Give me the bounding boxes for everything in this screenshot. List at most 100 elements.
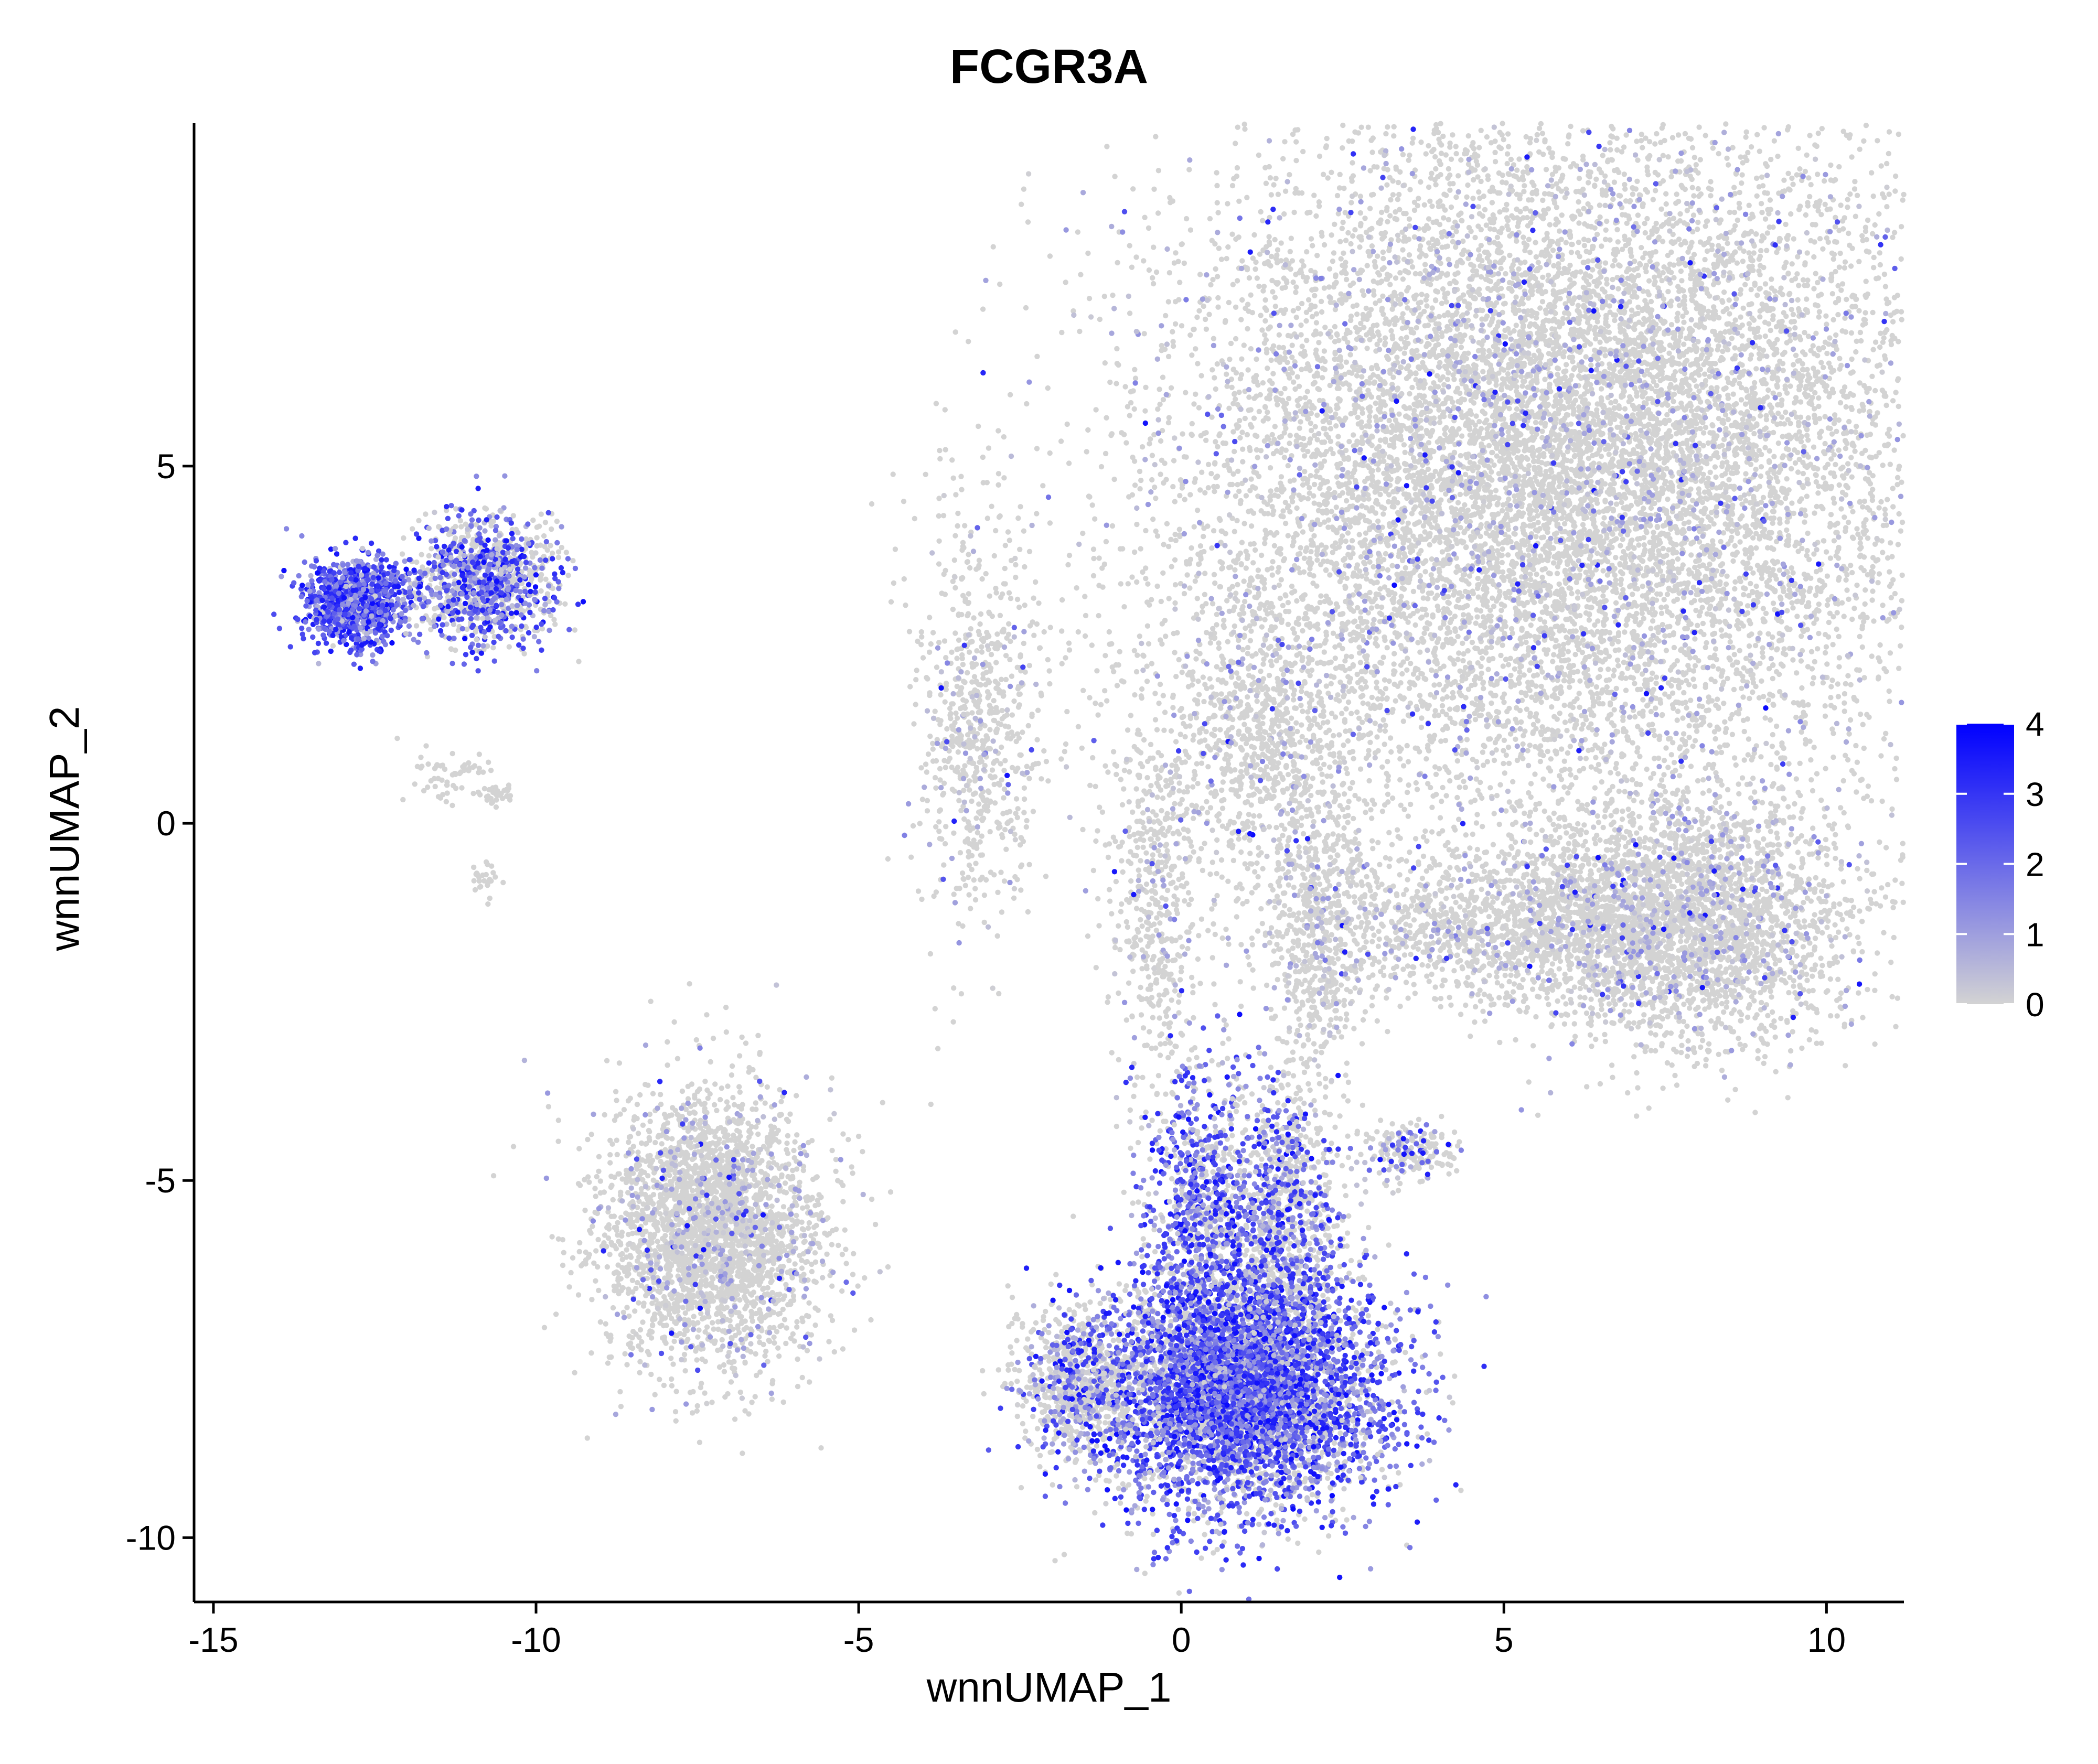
cell-point-930 [1239,258,1245,264]
cell-point-3736 [1150,281,1157,287]
cell-point-3240 [1576,176,1582,181]
cell-point-694 [1833,268,1838,275]
cell-point-102 [1748,144,1754,150]
cell-point-3209 [1700,777,1706,783]
cell-point-3055 [1717,744,1723,750]
cell-point-1299 [1802,168,1808,175]
cell-point-3520 [1851,694,1857,701]
cell-point-2091 [1268,253,1275,260]
cell-point-216 [1393,275,1399,281]
cell-point-2891 [1770,224,1776,230]
cell-point-354 [1537,553,1544,559]
cell-point-4247 [1197,487,1203,493]
cell-point-2576 [1260,380,1266,386]
cell-point-2749 [1504,151,1511,157]
cell-point-541 [1443,299,1449,305]
cell-point-1284 [1482,207,1488,212]
cell-point-3825 [1491,811,1497,816]
cell-point-4175 [1292,190,1298,196]
cell-point-4110 [1845,205,1850,210]
cell-point-1187 [1302,469,1308,475]
cell-point-3399 [1376,395,1382,401]
cell-point-2767 [1424,303,1430,309]
cell-point-3707 [1550,480,1556,486]
cell-point-1363 [1254,275,1260,281]
cell-point-3117 [1798,439,1804,445]
cell-point-4214 [1063,279,1068,285]
cell-point-1792 [1238,317,1244,322]
cell-point-3336 [1308,303,1314,308]
cell-point-4399 [1526,462,1532,469]
cell-point-1532 [1147,441,1152,447]
cell-point-3445 [1795,145,1801,151]
cell-point-3885 [1251,415,1257,421]
cell-point-841 [1575,595,1581,601]
cell-point-4267 [1585,802,1590,808]
cell-point-4288 [1352,129,1358,135]
cell-point-3816 [1267,465,1273,471]
cell-point-167 [1761,125,1767,131]
cell-point-2983 [1848,455,1854,460]
cell-point-4261 [1047,450,1053,456]
cell-point-306 [1250,255,1256,261]
cell-point-668 [1762,445,1768,450]
cell-point-3783 [1410,588,1417,595]
cell-point-603 [1726,297,1732,303]
cell-point-3770 [1397,270,1403,276]
cell-point-2611 [1671,216,1677,221]
cell-point-4329 [1465,162,1472,167]
cell-point-2598 [1488,140,1494,146]
cell-point-1014 [1857,535,1864,541]
cell-point-3668 [1846,596,1851,603]
cell-point-2170 [1813,472,1818,478]
cell-point-3653 [1877,262,1883,268]
cell-point-3404 [1476,145,1482,150]
cell-point-853 [1703,133,1708,138]
cell-point-4942 [1808,649,1815,655]
cell-point-3246 [1367,414,1373,420]
cell-point-1702 [1426,216,1432,222]
cell-point-2560 [1320,375,1325,381]
cell-point-1627 [1693,162,1699,168]
cell-point-4225 [1521,234,1526,240]
cell-point-1343 [1886,129,1892,135]
cell-point-3574 [1569,373,1575,379]
cell-point-1564 [1539,299,1546,305]
cell-point-3390 [1575,303,1581,308]
cell-point-3263 [1381,458,1387,464]
cell-point-2532 [1816,403,1822,410]
cell-point-2085 [1429,203,1435,209]
cell-point-1740 [1148,436,1153,442]
cell-point-3852 [1617,193,1623,199]
cell-point-4605 [1539,249,1545,255]
cell-point-2717 [1248,523,1255,529]
cell-point-1881 [1453,229,1459,234]
cell-point-4919 [1775,153,1781,159]
cell-point-1558 [1540,197,1546,203]
cell-point-3847 [1805,203,1811,209]
cell-point-407 [1578,269,1583,275]
cell-point-1871 [1200,609,1205,615]
cell-point-3808 [1299,258,1305,264]
cell-point-866 [1789,277,1795,283]
cell-point-1741 [1110,292,1116,298]
cell-point-1340 [1438,150,1444,156]
cell-point-3902 [1771,138,1777,144]
cell-point-1844 [1818,360,1824,365]
cell-point-2539 [1843,404,1849,410]
cell-point-4424 [1407,152,1412,158]
cell-point-249 [1331,250,1337,256]
cell-point-2236 [1123,440,1129,446]
cell-point-67 [1650,197,1656,202]
cell-point-4335 [1859,450,1865,456]
cell-point-4485 [1725,466,1730,472]
cell-point-3322 [1301,263,1307,269]
cell-point-3426 [1663,604,1669,610]
cell-point-3568 [1642,250,1648,256]
cell-point-2083 [1089,642,1095,648]
cell-point-2519 [1439,300,1445,306]
cell-point-40 [1418,139,1424,145]
cell-point-4376 [1234,278,1240,284]
cell-point-4567 [1683,240,1689,246]
cell-point-4941 [1797,358,1803,364]
